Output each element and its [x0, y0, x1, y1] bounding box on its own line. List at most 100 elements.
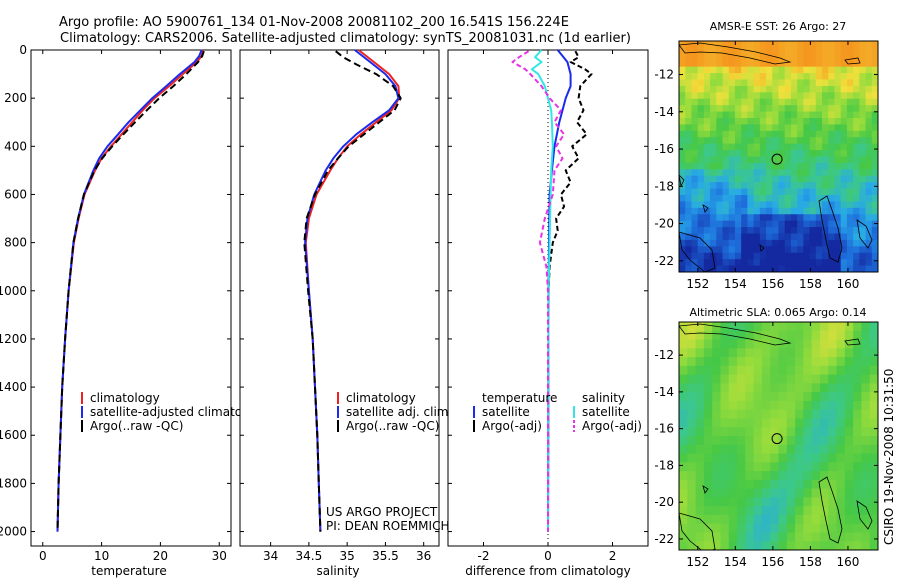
heatmap-cell: [766, 73, 773, 81]
heatmap-cell: [728, 471, 738, 481]
heatmap-cell: [819, 462, 829, 472]
heatmap-cell: [710, 111, 717, 119]
heatmap-cell: [687, 400, 697, 411]
heatmap-cell: [819, 444, 829, 455]
heatmap-cell: [720, 462, 730, 472]
heatmap-cell: [745, 488, 755, 498]
heatmap-cell: [734, 195, 742, 203]
heatmap-cell: [784, 169, 792, 177]
heatmap-cell: [871, 60, 878, 68]
heatmap-cell: [761, 400, 771, 411]
heatmap-cell: [803, 444, 813, 455]
heatmap-cell: [778, 532, 788, 542]
heatmap-cell: [840, 41, 848, 49]
heatmap-cell: [811, 427, 821, 437]
heatmap-cell: [853, 137, 860, 145]
heatmap-cell: [710, 105, 717, 113]
heatmap-cell: [809, 66, 817, 74]
heatmap-cell: [786, 427, 796, 437]
heatmap-cell: [861, 479, 871, 490]
heatmap-cell: [679, 418, 688, 428]
heatmap-cell: [685, 79, 693, 87]
heatmap-cell: [861, 383, 871, 393]
heatmap-cell: [734, 239, 742, 247]
heatmap-cell: [809, 124, 817, 132]
heatmap-cell: [853, 532, 863, 542]
heatmap-cell: [759, 239, 767, 247]
heatmap-cell: [710, 214, 717, 222]
heatmap-cell: [720, 409, 730, 420]
heatmap-cell: [679, 383, 688, 393]
heatmap-cell: [772, 169, 780, 177]
heatmap-cell: [840, 252, 848, 260]
heatmap-cell: [797, 162, 804, 170]
heatmap-cell: [803, 118, 811, 126]
heatmap-cell: [753, 497, 763, 507]
heatmap-cell: [722, 227, 730, 235]
heatmap-cell: [710, 98, 717, 106]
heatmap-cell: [737, 514, 746, 525]
heatmap-cell: [741, 124, 749, 132]
heatmap-cell: [834, 124, 842, 132]
heatmap-cell: [697, 207, 705, 215]
heatmap-cell: [853, 252, 860, 260]
difference-legend: temperature satellite Argo(-adj) salinit…: [473, 391, 642, 433]
heatmap-cell: [784, 137, 792, 145]
heatmap-cell: [685, 66, 693, 74]
heatmap-cell: [766, 92, 773, 100]
heatmap-cell: [745, 506, 755, 516]
heatmap-cell: [703, 523, 713, 534]
heatmap-cell: [846, 220, 854, 228]
heatmap-cell: [840, 60, 848, 68]
heatmap-cell: [747, 265, 755, 272]
heatmap-cell: [703, 252, 711, 260]
heatmap-cell: [679, 143, 686, 151]
heatmap-cell: [844, 409, 854, 420]
heatmap-cell: [784, 92, 792, 100]
heatmap-cell: [828, 124, 836, 132]
heatmap-cell: [687, 488, 697, 498]
heatmap-cell: [691, 60, 699, 68]
heatmap-cell: [753, 66, 761, 74]
heatmap-cell: [772, 111, 780, 119]
heatmap-cell: [865, 118, 873, 126]
heatmap-cell: [797, 214, 804, 222]
heatmap-cell: [859, 137, 867, 145]
heatmap-cell: [722, 130, 730, 138]
temperature-profiles: [56, 49, 205, 532]
heatmap-cell: [819, 330, 829, 341]
heatmap-cell: [687, 330, 697, 341]
heatmap-cell: [844, 357, 854, 367]
heatmap-cell: [797, 47, 804, 55]
heatmap-cell: [761, 322, 771, 332]
heatmap-cell: [790, 220, 798, 228]
heatmap-cell: [784, 175, 792, 183]
heatmap-cell: [722, 150, 730, 158]
heatmap-cell: [679, 175, 686, 183]
heatmap-cell: [772, 150, 780, 158]
heatmap-cell: [786, 400, 796, 411]
heatmap-cell: [747, 137, 755, 145]
heatmap-cell: [759, 265, 767, 272]
heatmap-cell: [703, 220, 711, 228]
heatmap-cell: [716, 137, 724, 145]
heatmap-cell: [747, 111, 755, 119]
sla-heatmap: [679, 322, 878, 550]
heatmap-cell: [803, 479, 813, 490]
heatmap-cell: [859, 73, 867, 81]
heatmap-cell: [687, 383, 697, 393]
sla-map-frame: [678, 321, 879, 551]
heatmap-cell: [819, 427, 829, 437]
heatmap-cell: [859, 195, 867, 203]
heatmap-cell: [834, 162, 842, 170]
heatmap-cell: [853, 60, 860, 68]
heatmap-cell: [722, 220, 730, 228]
heatmap-cell: [745, 365, 755, 376]
heatmap-cell: [859, 162, 867, 170]
heatmap-cell: [795, 479, 804, 490]
argo-location-marker: [771, 433, 783, 445]
heatmap-cell: [828, 453, 838, 463]
heatmap-cell: [703, 201, 711, 209]
heatmap-cell: [720, 365, 730, 376]
heatmap-cell: [679, 471, 688, 481]
